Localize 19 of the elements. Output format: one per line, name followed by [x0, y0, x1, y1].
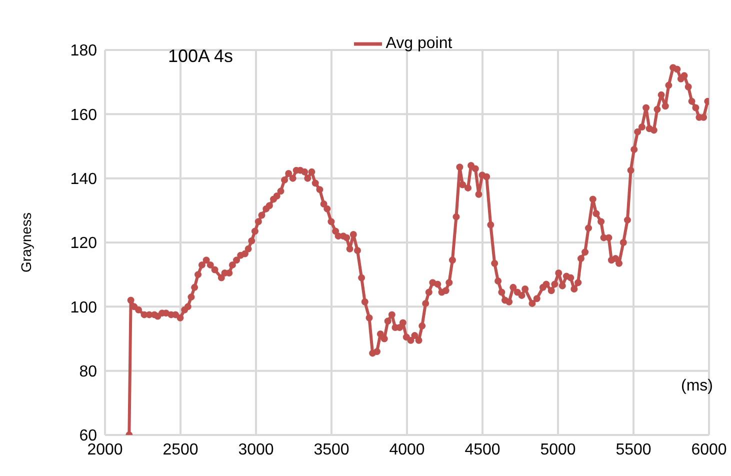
- x-tick-label: 5500: [616, 441, 652, 458]
- y-tick-label: 180: [70, 42, 98, 60]
- x-tick-label: 4500: [464, 441, 500, 458]
- legend-label: Avg point: [386, 35, 452, 52]
- x-tick-label: 2500: [162, 441, 198, 458]
- y-tick-label: 80: [79, 364, 98, 381]
- y-tick-label: 100: [70, 299, 98, 316]
- y-tick-label: 120: [70, 235, 98, 252]
- y-axis-title: Grayness: [18, 212, 34, 272]
- x-tick-label: 3000: [238, 441, 274, 458]
- x-tick-label: 4000: [389, 441, 425, 458]
- x-tick-label: 2000: [87, 441, 123, 458]
- annotation: 100A 4s: [168, 46, 234, 67]
- y-tick-label: 140: [70, 171, 98, 188]
- x-tick-label: 3500: [314, 441, 350, 458]
- x-tick-label: 6000: [691, 441, 727, 458]
- y-tick-label: 160: [70, 106, 98, 124]
- x-tick-label: 5000: [540, 441, 576, 458]
- x-axis-title: (ms): [681, 377, 713, 394]
